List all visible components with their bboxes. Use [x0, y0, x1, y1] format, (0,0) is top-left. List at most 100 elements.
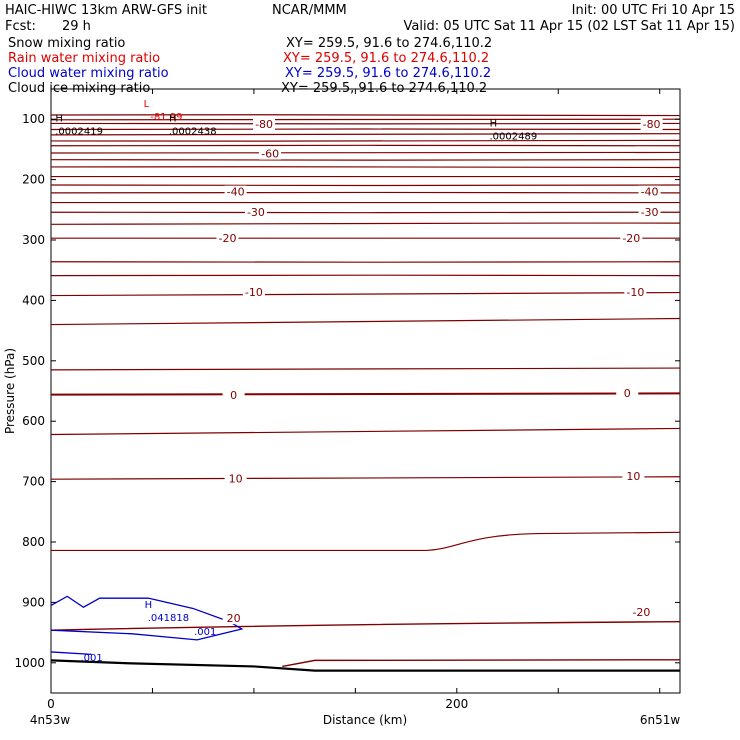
extremum-value-label: .0002419 [55, 127, 103, 138]
org-label: NCAR/MMM [272, 3, 347, 18]
isotherm-value-label: -30 [247, 206, 265, 219]
extremum-type-label: H [169, 114, 177, 125]
y-tick-label: 500 [22, 354, 45, 368]
contour-label-bg [624, 285, 647, 298]
isotherm-line [50, 392, 681, 396]
y-tick-label: 800 [22, 535, 45, 549]
y-tick-label: 900 [22, 595, 45, 609]
terrain-surface-line [50, 659, 680, 672]
isotherm-line [50, 367, 681, 371]
isotherm-value-label: 0 [230, 389, 237, 402]
y-tick-label: 300 [22, 233, 45, 247]
x-axis-title: Distance (km) [323, 713, 407, 727]
contour-label-bg [216, 232, 239, 245]
x-axis-ticks: 0 200 [47, 89, 661, 711]
extremum-value-label: .0002489 [489, 131, 537, 142]
x-end-label: 6n51w [640, 713, 681, 727]
isotherm-value-label: -60 [261, 148, 279, 161]
cloud-water-contours [50, 595, 244, 655]
isotherm-value-label: -20 [622, 232, 640, 245]
isotherm-line [50, 133, 681, 136]
snow-field-xy: XY= 259.5, 91.6 to 274.6,110.2 [286, 36, 492, 51]
rain-field-xy: XY= 259.5, 91.6 to 274.6,110.2 [283, 51, 489, 66]
isotherm-line [51, 531, 681, 552]
extremum-value-label: .0002438 [169, 127, 217, 138]
contour-label-bg [630, 606, 653, 619]
contour-labels: -80 -80-60-40 -40-30 -30-20 -20-10 -100 010 102… [80, 118, 663, 664]
snow-field-label: Snow mixing ratio [8, 36, 125, 51]
y-tick-label: 100 [22, 112, 45, 126]
fcst-label: Fcst: [5, 19, 36, 34]
contour-label-bg [222, 389, 245, 402]
isotherm-value-label: -80 [255, 118, 273, 131]
contour-label-bg [640, 118, 663, 131]
isotherm-value-label: 0 [624, 387, 631, 400]
contour-label-bg [620, 232, 643, 245]
y-tick-label: 200 [22, 173, 45, 187]
contour-label-bg [259, 147, 282, 160]
isotherm-value-label: -10 [245, 286, 263, 299]
isotherm-line [50, 291, 681, 297]
isotherm-line [50, 118, 681, 121]
isotherm-value-label: -20 [632, 606, 650, 619]
cloud-water-field-xy: XY= 259.5, 91.6 to 274.6,110.2 [285, 66, 491, 81]
contour-label-bg [638, 206, 661, 219]
isotherm-value-label: -40 [227, 186, 245, 199]
isotherm-value-label: 10 [229, 473, 243, 486]
isotherm-value-label: -20 [219, 232, 237, 245]
isotherm-line [50, 114, 681, 117]
init-time: Init: 00 UTC Fri 10 Apr 15 [572, 3, 735, 18]
y-axis-title: Pressure (hPa) [3, 348, 17, 434]
terrain-line [50, 659, 680, 672]
contour-label-bg [242, 285, 265, 298]
valid-time: Valid: 05 UTC Sat 11 Apr 15 (02 LST Sat … [403, 19, 735, 34]
isotherm-line [50, 476, 681, 480]
y-tick-label: 400 [22, 293, 45, 307]
extremum-type-label: H [490, 118, 498, 129]
y-tick-label: 700 [22, 475, 45, 489]
extrema-labels: L-81.99H.0002419H.0002438H.0002489H.0418… [55, 99, 537, 624]
cloud-water-contour [50, 595, 244, 641]
plot-frame [50, 88, 681, 694]
cloud-water-contour [50, 651, 92, 655]
contour-label-bg [638, 185, 661, 198]
extremum-type-label: H [55, 114, 63, 125]
isotherm-line [50, 317, 681, 326]
isotherm-line [50, 427, 681, 436]
extremum-type-label: L [144, 99, 150, 110]
extremum-value-label: -81.99 [150, 112, 182, 123]
fcst-value: 29 h [62, 19, 91, 34]
x-tick-label: 200 [445, 697, 468, 711]
extremum-value-label: .041818 [148, 613, 189, 624]
isotherm-line [50, 139, 681, 142]
isotherm-line [50, 151, 681, 154]
contour-label-bg [622, 470, 645, 483]
extremum-type-label: H [145, 600, 153, 611]
isotherm-value-label: -80 [643, 118, 661, 131]
y-tick-label: 1000 [14, 656, 45, 670]
isotherm-value-label: -10 [626, 286, 644, 299]
isotherm-line [50, 222, 681, 225]
isotherm-line [50, 166, 681, 169]
contour-label-bg [222, 612, 245, 625]
isotherm-value-label: -40 [641, 186, 659, 199]
cloud-water-value-label: .001 [80, 653, 102, 664]
model-title: HAIC-HIWC 13km ARW-GFS init [5, 3, 207, 18]
contour-label-bg [253, 118, 276, 131]
isotherm-line [282, 659, 681, 668]
contour-label-bg [224, 472, 247, 485]
contour-label-bg [224, 185, 247, 198]
isotherm-lines [50, 114, 681, 668]
contour-label-bg [244, 206, 267, 219]
rain-field-label: Rain water mixing ratio [8, 51, 160, 66]
isotherm-line [50, 621, 681, 631]
y-tick-label: 600 [22, 414, 45, 428]
x-tick-label: 0 [47, 697, 55, 711]
x-start-label: 4n53w [30, 713, 71, 727]
isotherm-value-label: 10 [626, 470, 640, 483]
contour-label-bg [616, 386, 639, 399]
isotherm-value-label: -30 [641, 206, 659, 219]
cloud-water-value-label: .001 [194, 627, 216, 638]
